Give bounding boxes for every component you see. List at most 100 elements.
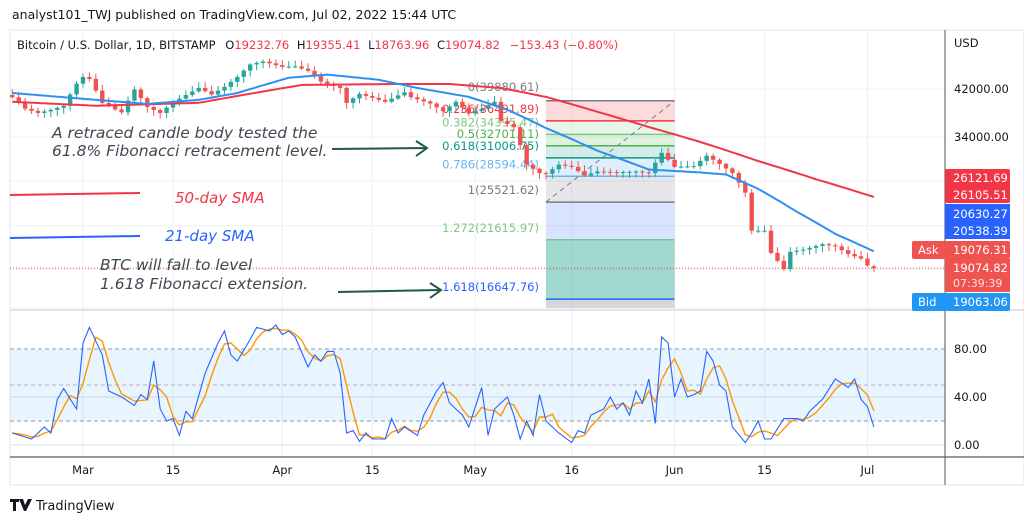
osc-tick: 0.00 [954, 438, 980, 452]
price-axis[interactable]: USD 42000.00 34000.00 [954, 36, 1009, 144]
candle-body [145, 98, 150, 107]
currency-label: USD [954, 36, 979, 50]
price-tick: 34000.00 [954, 130, 1009, 144]
candle-body [228, 81, 234, 87]
candle-body [215, 90, 221, 95]
time-tick: May [463, 463, 487, 477]
candle-body [93, 78, 99, 91]
candle-body [710, 155, 716, 160]
candle-body [170, 102, 176, 108]
candle-body [698, 160, 703, 167]
osc-tick: 80.00 [954, 342, 987, 356]
fib-ratio: 0.382 [442, 115, 475, 129]
candle-body [518, 127, 523, 146]
tradingview-brand: TradingView [35, 499, 115, 514]
candle-body [659, 152, 664, 163]
time-tick: 15 [166, 463, 181, 477]
candle-body [492, 101, 497, 106]
candle-body [222, 86, 227, 91]
time-tick: Apr [272, 463, 292, 477]
legend-line: Bitcoin / U.S. Dollar, 1D, BITSTAMP O192… [17, 38, 618, 52]
candle-body [543, 173, 549, 175]
candle-body [768, 230, 774, 253]
time-tick: 16 [564, 463, 579, 477]
change-value: −153.43 (−0.80%) [510, 38, 619, 52]
fall-note-line2: 1.618 Fibonacci extension. [100, 275, 308, 293]
candle-body [807, 247, 812, 250]
candle-body [871, 266, 877, 269]
fib-ratio: 0.618 [442, 139, 475, 153]
candle-body [241, 70, 246, 77]
candle-body [286, 66, 291, 68]
time-axis[interactable]: Mar 15 Apr 15 May 16 Jun 15 Jul [72, 463, 874, 477]
sma21-line[interactable] [12, 73, 875, 253]
candle-body [479, 108, 484, 112]
fall-note-line1: BTC will fall to level [100, 256, 253, 274]
bid-label-box [912, 293, 1010, 311]
symbol-name: Bitcoin / U.S. Dollar, 1D, BITSTAMP [17, 38, 216, 52]
candle-body [138, 89, 144, 99]
price-tick: 42000.00 [954, 82, 1009, 96]
stoch-d-line [12, 327, 875, 440]
candle-body [267, 61, 272, 64]
stoch-k-line [12, 324, 875, 444]
tradingview-logo[interactable]: TradingView [10, 499, 115, 514]
candle-body [209, 91, 214, 95]
candle-body [119, 109, 124, 113]
fib-ratio: 0.5 [457, 127, 475, 141]
candle-body [685, 166, 690, 168]
candle-body [865, 258, 870, 266]
fib-zone [545, 239, 675, 300]
bid-label: Bid [918, 295, 936, 309]
candle-body [16, 97, 21, 103]
candle-body [305, 68, 311, 71]
bar-countdown: 07:39:39 [953, 277, 1002, 290]
candle-body [575, 166, 581, 172]
candle-body [556, 164, 562, 170]
candle-body [235, 76, 240, 82]
candle-body [254, 62, 259, 65]
candle-body [132, 89, 137, 101]
candle-body [524, 145, 529, 165]
sma50-legend-label: 50-day SMA [175, 189, 265, 207]
arrow-right-icon [331, 140, 429, 157]
candle-body [350, 98, 356, 103]
candle-body [164, 107, 169, 113]
osc-tick: 40.00 [954, 390, 987, 404]
candle-body [415, 97, 420, 100]
fib-zone [545, 134, 675, 146]
sma21-value-a: 20630.27 [953, 207, 1008, 221]
fib-ratio: 1.272 [442, 221, 475, 235]
last-price-value: 19074.82 [953, 261, 1008, 275]
fib-level-label: 1(25521.62) [468, 183, 539, 197]
candle-body [157, 109, 163, 113]
candle-body [112, 106, 118, 110]
candle-body [653, 162, 658, 174]
candle-body [80, 76, 86, 84]
candle-body [61, 105, 66, 108]
tradingview-logo-icon [10, 499, 32, 511]
candle-body [473, 111, 478, 114]
candle-body [466, 107, 471, 114]
fib-zone [545, 100, 675, 121]
bid-value: 19063.06 [953, 295, 1008, 309]
candle-body [10, 94, 15, 98]
candle-body [312, 70, 317, 77]
fib-zone [545, 176, 675, 203]
candle-body [376, 97, 381, 100]
last-price-label [945, 259, 1010, 292]
candle-body [370, 95, 375, 98]
oscillator-axis[interactable]: 80.00 40.00 0.00 [954, 342, 987, 452]
candle-body [743, 182, 748, 193]
candle-body [672, 159, 677, 167]
high-value: 19355.41 [306, 38, 361, 52]
candle-body [755, 230, 761, 232]
candle-body [389, 98, 394, 102]
time-tick: Jul [860, 463, 875, 477]
fibonacci-tool[interactable]: 0(39880.61)0.236(36491.89)0.382(34395.47… [442, 80, 675, 308]
candle-body [845, 250, 851, 255]
candle-body [190, 91, 195, 96]
candle-body [794, 250, 799, 252]
candle-body [453, 101, 459, 107]
